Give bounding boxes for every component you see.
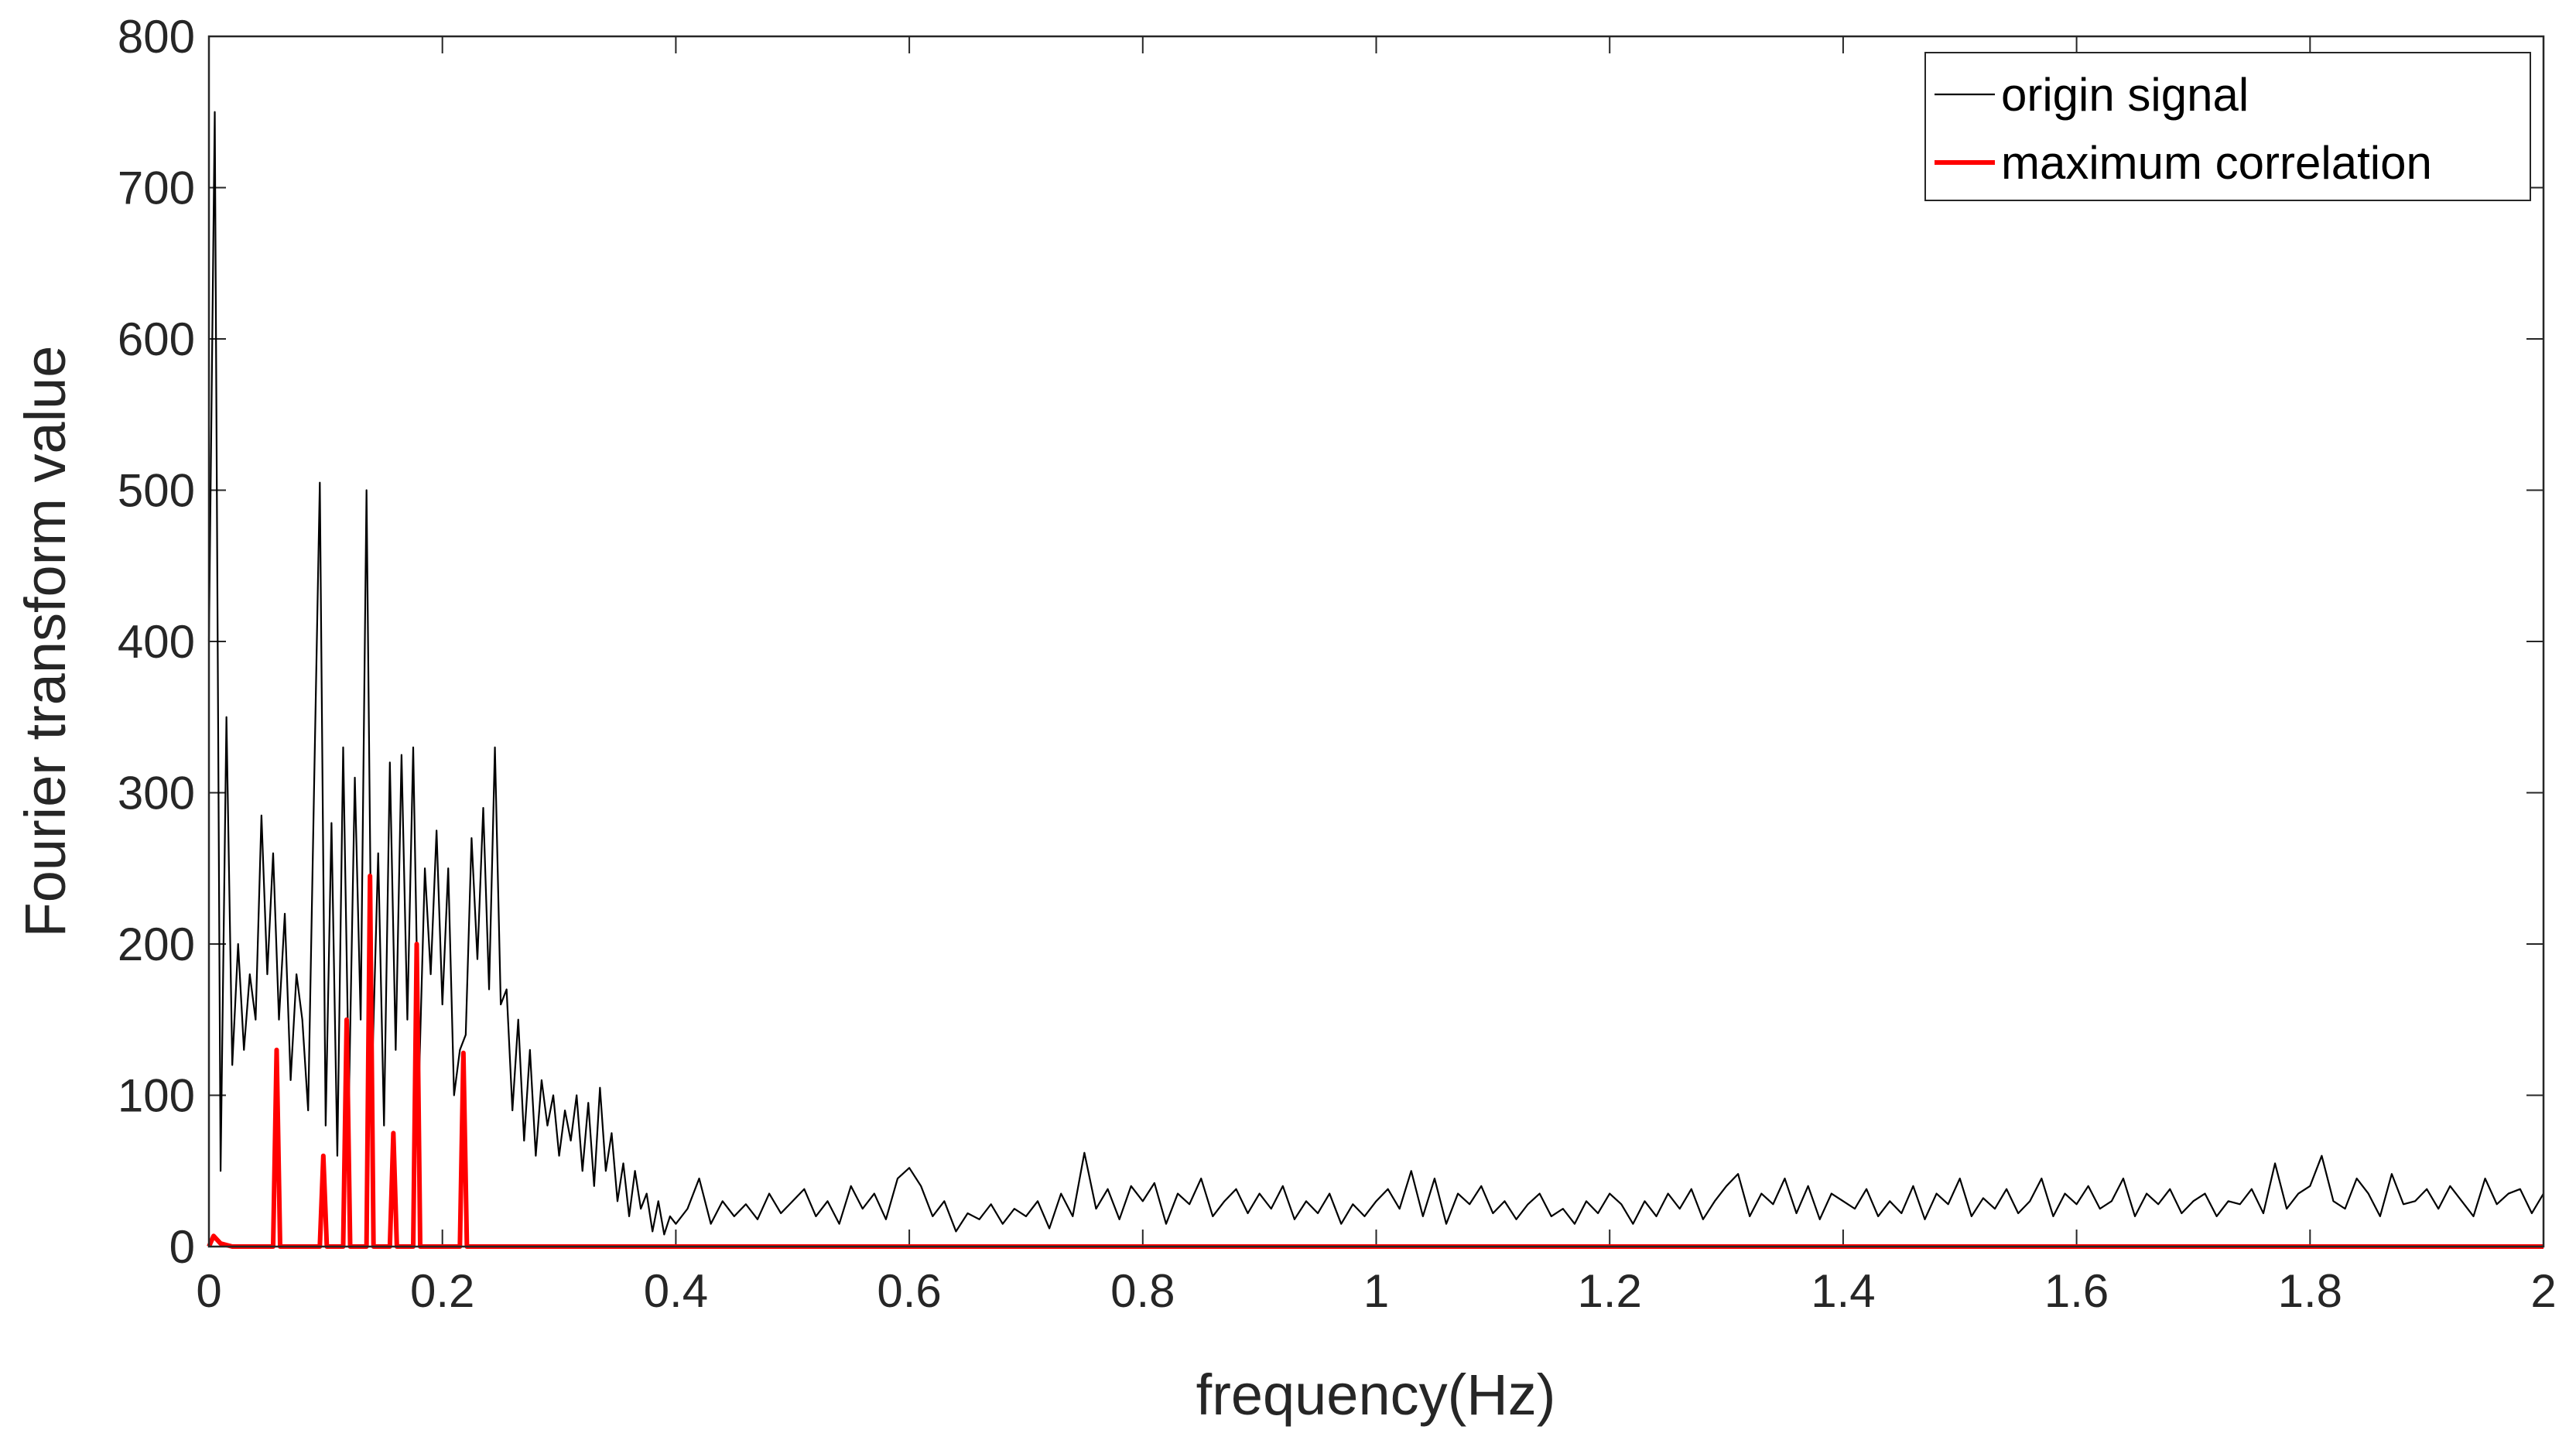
x-tick-label: 0.4 [644, 1265, 708, 1317]
legend-box [1924, 52, 2531, 201]
x-tick-label: 1.6 [2044, 1265, 2109, 1317]
y-axis-label: Fourier transform value [13, 346, 77, 938]
y-tick-label: 100 [118, 1070, 195, 1122]
axes-frame [207, 35, 2545, 1248]
y-tick-label: 300 [118, 768, 195, 819]
x-axis-label: frequency(Hz) [1196, 1363, 1556, 1427]
y-tick-label: 600 [118, 313, 195, 365]
y-tick-label: 700 [118, 162, 195, 214]
y-tick-label: 400 [118, 616, 195, 668]
x-tick-label: 0.8 [1110, 1265, 1175, 1317]
y-tick-label: 200 [118, 918, 195, 970]
x-tick-label: 1 [1363, 1265, 1389, 1317]
y-tick-label: 800 [118, 11, 195, 63]
series-line [207, 111, 2544, 1236]
x-tick-label: 1.2 [1577, 1265, 1641, 1317]
x-tick-label: 0.6 [877, 1265, 941, 1317]
x-tick-label: 1.4 [1811, 1265, 1875, 1317]
legend-label: maximum correlation [2001, 137, 2432, 189]
x-tick-label: 1.8 [2278, 1265, 2342, 1317]
x-tick-label: 0 [196, 1265, 221, 1317]
legend-label: origin signal [2001, 69, 2249, 121]
y-tick-label: 500 [118, 465, 195, 517]
x-tick-label: 0.2 [410, 1265, 474, 1317]
x-tick-label: 2 [2530, 1265, 2556, 1317]
y-tick-label: 0 [169, 1221, 195, 1273]
